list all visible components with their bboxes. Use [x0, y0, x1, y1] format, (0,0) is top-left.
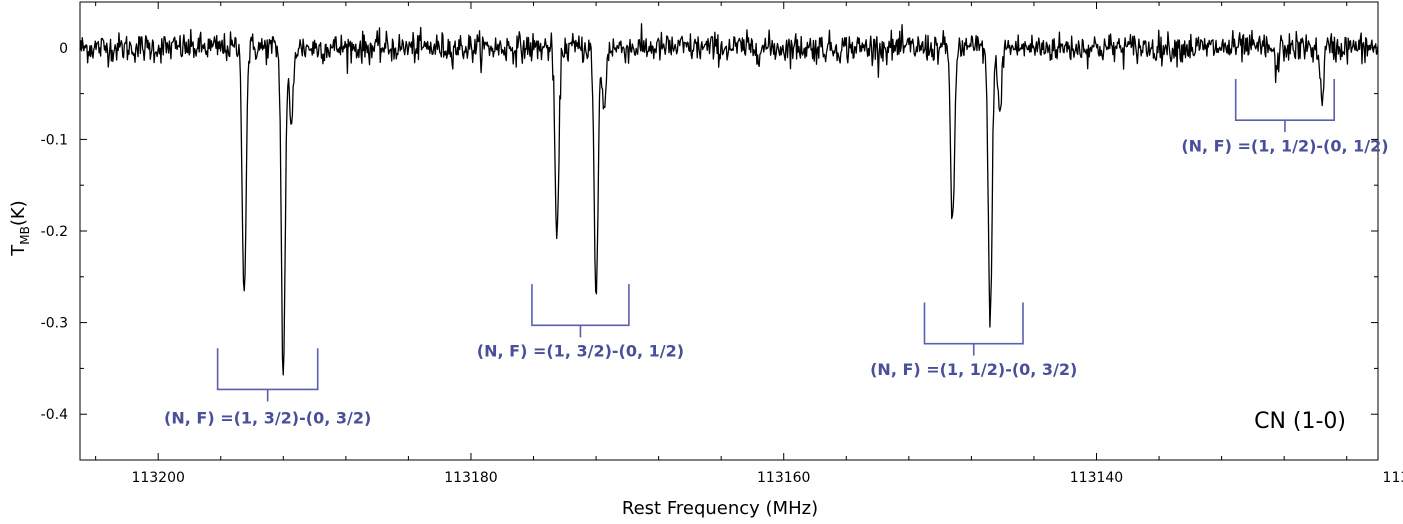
plot-frame: [79, 1, 1379, 461]
transition-label: (N, F) =(1, 1/2)-(0, 1/2): [1181, 136, 1388, 155]
x-tick-label: 113140: [1070, 470, 1123, 486]
transition-annotations: (N, F) =(1, 3/2)-(0, 3/2) (N, F) =(1, 3/2…: [164, 78, 1389, 427]
y-axis-title-suffix: (K): [8, 200, 29, 226]
y-tick-label: -0.3: [41, 316, 68, 332]
x-tick-label: 113120: [1383, 470, 1403, 486]
transition-bracket: [531, 284, 630, 338]
spectrum-line: [79, 23, 1379, 376]
y-tick-label: -0.4: [41, 407, 68, 423]
transition-label: (N, F) =(1, 1/2)-(0, 3/2): [870, 360, 1077, 379]
transition-annotation: (N, F) =(1, 3/2)-(0, 3/2): [164, 348, 371, 427]
y-axis-title-subscript: MB: [18, 226, 32, 245]
transition-label: (N, F) =(1, 3/2)-(0, 1/2): [477, 341, 684, 360]
x-tick-label: 113180: [444, 470, 497, 486]
transition-bracket: [216, 348, 319, 402]
x-tick-label: 113200: [131, 470, 184, 486]
transition-annotation: (N, F) =(1, 3/2)-(0, 1/2): [477, 284, 684, 360]
y-axis-title: TMB(K): [8, 200, 32, 256]
transition-label: (N, F) =(1, 3/2)-(0, 3/2): [164, 408, 371, 427]
y-tick-label: 0: [59, 41, 68, 57]
x-axis-ticks: 113200 113180 113160 113140 113120: [95, 2, 1403, 486]
transition-annotation: (N, F) =(1, 1/2)-(0, 3/2): [870, 302, 1077, 379]
y-axis-ticks: 0 -0.1 -0.2 -0.3 -0.4: [41, 41, 1378, 461]
transition-annotation: (N, F) =(1, 1/2)-(0, 1/2): [1181, 78, 1389, 155]
x-axis-title: Rest Frequency (MHz): [622, 498, 818, 519]
transition-bracket: [1234, 78, 1336, 133]
y-tick-label: -0.2: [41, 224, 68, 240]
spectrum-series: [79, 23, 1379, 376]
x-tick-label: 113160: [757, 470, 810, 486]
y-axis-title-base: T: [8, 244, 29, 257]
transition-bracket: [923, 302, 1024, 356]
molecule-label: CN (1-0): [1254, 409, 1346, 434]
y-tick-label: -0.1: [41, 132, 68, 148]
plot-border: [79, 1, 1379, 461]
